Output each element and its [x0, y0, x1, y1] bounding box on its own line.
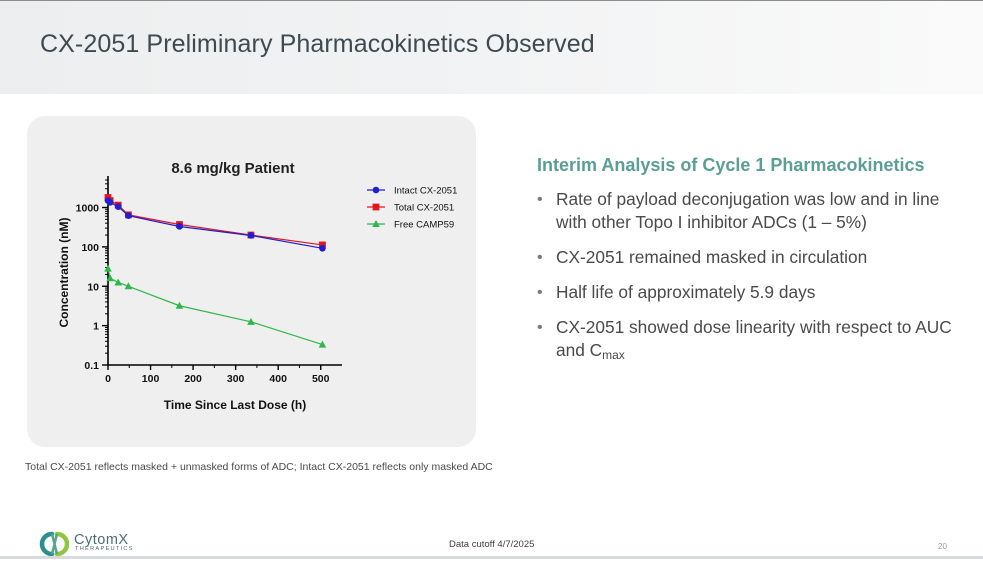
- data-point: [319, 241, 326, 249]
- bullet-dot-icon: •: [537, 319, 543, 336]
- legend-marker: [372, 203, 380, 211]
- y-tick-label: 1: [93, 321, 99, 333]
- y-tick-label: 100: [81, 242, 99, 254]
- y-tick-label: 0.1: [84, 360, 99, 372]
- analysis-panel: Interim Analysis of Cycle 1 Pharmacokine…: [537, 155, 967, 374]
- data-point: [104, 264, 112, 272]
- footnote: Total CX-2051 reflects masked + unmasked…: [25, 461, 493, 473]
- bullet-item: • CX-2051 remained masked in circulation: [537, 246, 967, 269]
- top-rule: [0, 0, 983, 1]
- bullet-text: CX-2051 showed dose linearity with respe…: [556, 317, 952, 360]
- x-axis-label: Time Since Last Dose (h): [164, 398, 306, 412]
- data-point: [318, 340, 327, 348]
- x-tick-label: 100: [142, 373, 160, 385]
- data-point: [106, 199, 114, 206]
- data-point: [247, 232, 255, 239]
- bullet-subscript: max: [602, 348, 625, 362]
- logo-subtitle: THERAPEUTICS: [75, 546, 134, 552]
- analysis-heading: Interim Analysis of Cycle 1 Pharmacokine…: [537, 155, 925, 175]
- x-tick-label: 300: [227, 373, 245, 385]
- bottom-rule: [0, 556, 983, 559]
- y-tick-label: 10: [87, 281, 99, 293]
- data-point: [125, 212, 132, 219]
- series-line-3: [107, 268, 323, 346]
- y-axis-label: Concentration (nM): [57, 218, 71, 328]
- chart-card: 8.6 mg/kg Patient 0 100 200 300 400 500 0.1 1 10 1…: [27, 116, 476, 447]
- legend-label: Intact CX-2051: [394, 186, 457, 197]
- data-cutoff: Data cutoff 4/7/2025: [449, 539, 535, 550]
- bullet-text: Rate of payload deconjugation was low an…: [556, 189, 940, 232]
- page-number: 20: [938, 542, 947, 551]
- page-title: CX-2051 Preliminary Pharmacokinetics Obs…: [40, 30, 595, 58]
- bullet-text: CX-2051 remained masked in circulation: [556, 247, 868, 267]
- x-tick-label: 500: [312, 373, 330, 385]
- cytomx-logo-icon: [39, 531, 70, 557]
- series-line-1: [107, 200, 323, 249]
- data-point: [106, 274, 114, 282]
- legend-label: Total CX-2051: [394, 203, 454, 214]
- data-point: [319, 245, 326, 252]
- bullet-item: • Half life of approximately 5.9 days: [537, 281, 967, 304]
- data-point: [175, 301, 184, 309]
- logo-wordmark: CytomX: [74, 532, 129, 548]
- bullet-dot-icon: •: [537, 284, 543, 301]
- bullet-dot-icon: •: [537, 249, 543, 266]
- bullet-dot-icon: •: [537, 191, 543, 208]
- x-tick-label: 400: [269, 373, 287, 385]
- legend-marker: [372, 186, 380, 194]
- data-point: [114, 278, 123, 286]
- x-tick-label: 200: [184, 373, 202, 385]
- y-tick-label: 1000: [76, 203, 100, 215]
- pk-chart: 8.6 mg/kg Patient 0 100 200 300 400 500 0.1 1 10 1…: [57, 160, 457, 412]
- bullet-text: Half life of approximately 5.9 days: [556, 282, 816, 302]
- legend-label: Free CAMP59: [394, 220, 454, 231]
- title-band: [0, 1, 983, 94]
- data-point: [114, 203, 122, 210]
- bullet-item: • Rate of payload deconjugation was low …: [537, 188, 967, 234]
- data-point: [247, 317, 255, 325]
- x-tick-label: 0: [105, 373, 111, 385]
- cytomx-logo: CytomX THERAPEUTICS: [38, 531, 158, 557]
- analysis-bullets: • Rate of payload deconjugation was low …: [537, 188, 967, 362]
- series-line-2: [107, 197, 323, 246]
- bullet-item: • CX-2051 showed dose linearity with res…: [537, 316, 967, 362]
- chart-title: 8.6 mg/kg Patient: [171, 160, 294, 177]
- legend-marker: [372, 220, 380, 227]
- data-point: [124, 282, 133, 290]
- data-point: [176, 223, 183, 230]
